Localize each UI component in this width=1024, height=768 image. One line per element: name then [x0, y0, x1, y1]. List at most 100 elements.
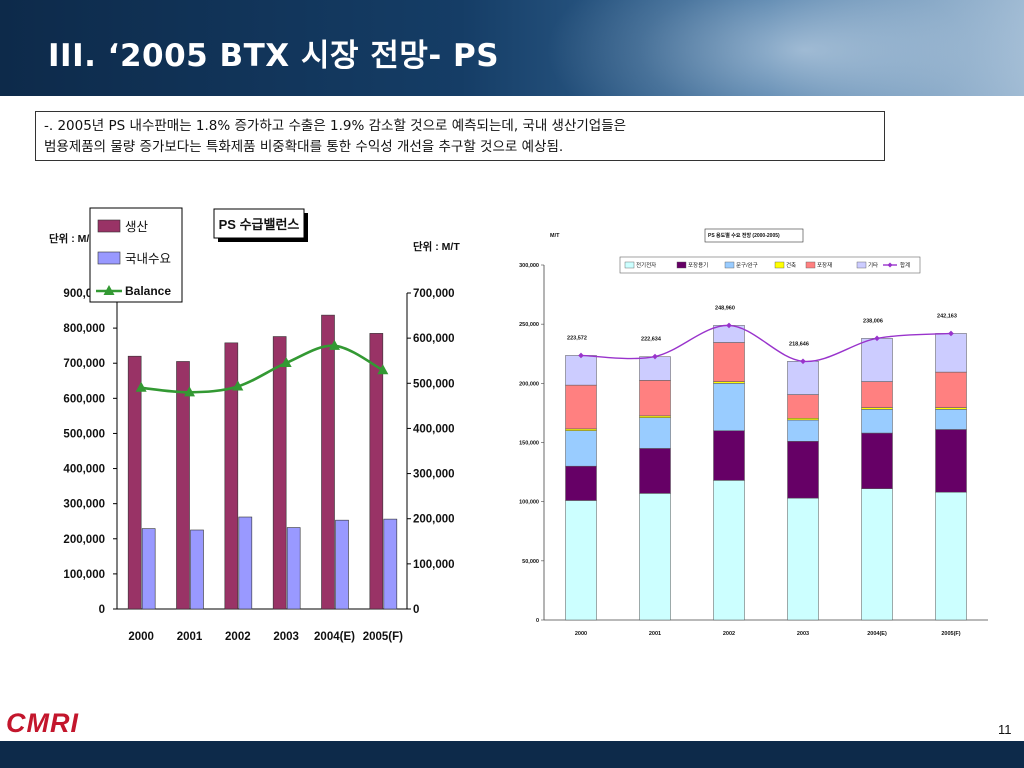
chart2-legend-swatch [724, 261, 735, 269]
legend-label-balance: Balance [125, 284, 171, 298]
total-data-label: 242,163 [937, 313, 957, 319]
stacked-segment-포장용기 [861, 432, 893, 489]
stacked-segment-포장용기 [787, 441, 819, 499]
supply-balance-chart: 단위 : M/T 단위 : M/T 0 100,000 200,000 300,000 40… [49, 207, 460, 643]
balance-marker [377, 364, 389, 375]
y-right-tick-label: 100,000 [413, 559, 455, 571]
chart2-y-tick-label: 250,000 [519, 322, 539, 328]
chart2-legend-label: 기타 [868, 261, 878, 269]
balance-marker [280, 356, 292, 367]
chart2-legend-swatch [805, 261, 816, 269]
total-data-label: 248,960 [715, 305, 735, 311]
stacked-segment-포장재 [935, 371, 967, 408]
chart2-x-tick-label: 2001 [649, 631, 661, 637]
legend-swatch-domestic [97, 251, 121, 265]
balance-marker [135, 381, 147, 392]
stacked-segment-포장용기 [565, 465, 597, 501]
stacked-segment-전기전자 [713, 480, 745, 621]
stacked-segment-전기전자 [639, 493, 671, 621]
stacked-segment-건축 [639, 415, 671, 418]
legend-swatch-balance-marker [103, 285, 115, 295]
balance-marker [232, 380, 244, 391]
footer-bar [0, 741, 1024, 768]
stacked-segment-문구/완구 [861, 409, 893, 434]
y-left-tick-label: 400,000 [63, 464, 105, 476]
unit-label-left: 단위 : M/T [49, 232, 96, 245]
usage-demand-chart: PS 용도별 수요 전망 (2000-2005) M/T 0 50,000 100,00… [519, 228, 988, 637]
chart2-x-tick-label: 2004(E) [867, 631, 887, 637]
chart2-x-tick-label: 2003 [797, 631, 809, 637]
slide-header: III. ‘2005 BTX 시장 전망- PS [0, 0, 1024, 96]
page-number: 11 [998, 722, 1012, 737]
chart2-legend-swatch [624, 261, 635, 269]
chart2-title: PS 용도별 수요 전망 (2000-2005) [708, 232, 780, 239]
y-left-tick-label: 300,000 [63, 499, 105, 511]
summary-line-2: 범용제품의 물량 증가보다는 특화제품 비중확대를 통한 수익성 개선을 추구할… [44, 139, 564, 155]
stacked-segment-포장재 [565, 384, 597, 430]
stacked-segment-전기전자 [787, 497, 819, 621]
stacked-segment-문구/완구 [935, 409, 967, 430]
domestic-demand-bar [335, 519, 349, 610]
production-bar [272, 336, 287, 610]
stacked-segment-문구/완구 [639, 417, 671, 449]
balance-marker [329, 339, 340, 350]
chart2-legend-label: 문구/완구 [736, 261, 758, 269]
total-line [580, 324, 952, 362]
production-bar [369, 333, 384, 610]
summary-line-1: -. 2005년 PS 내수판매는 1.8% 증가하고 수출은 1.9% 감소할… [44, 118, 627, 134]
stacked-segment-기타 [787, 361, 819, 395]
y-left-tick-label: 800,000 [63, 323, 105, 335]
chart2-y-tick-label: 200,000 [519, 381, 539, 387]
legend-swatch-production [97, 219, 121, 233]
chart2-x-tick-label: 2005(F) [941, 631, 960, 637]
stacked-segment-포장용기 [639, 448, 671, 494]
domestic-demand-bar [190, 529, 204, 610]
chart2-y-tick-label: 0 [536, 618, 539, 624]
chart2-legend-label: 포장용기 [688, 261, 708, 269]
total-marker [948, 330, 954, 337]
y-right-tick-label: 300,000 [413, 469, 455, 481]
total-marker [800, 358, 806, 365]
stacked-segment-포장재 [861, 381, 893, 408]
y-left-tick-label: 600,000 [63, 393, 105, 405]
chart2-x-tick-label: 2002 [723, 631, 735, 637]
y-right-tick-label: 0 [413, 604, 419, 616]
domestic-demand-bar [238, 516, 253, 610]
total-data-label: 222,634 [641, 337, 662, 343]
stacked-segment-건축 [861, 407, 893, 410]
y-right-tick-label: 600,000 [413, 333, 455, 345]
summary-box: -. 2005년 PS 내수판매는 1.8% 증가하고 수출은 1.9% 감소할… [35, 111, 885, 161]
stacked-segment-전기전자 [935, 491, 967, 621]
chart2-unit: M/T [550, 233, 560, 239]
title-box [213, 208, 305, 239]
production-bar [321, 314, 335, 610]
chart2-y-tick-label: 100,000 [519, 500, 539, 506]
y-left-tick-label: 500,000 [63, 428, 105, 440]
chart1-title: PS 수급밸런스 [219, 217, 300, 232]
chart2-legend-swatch [676, 261, 687, 269]
stacked-segment-포장용기 [713, 430, 745, 481]
chart2-legend-marker-total [887, 262, 893, 268]
balance-marker [184, 386, 195, 397]
legend-label-domestic: 국내수요 [125, 252, 171, 266]
x-tick-label: 2002 [225, 631, 251, 643]
chart2-legend-label: 전기전자 [636, 261, 656, 269]
legend-label-production: 생산 [125, 220, 149, 234]
chart2-y-tick-label: 300,000 [519, 263, 539, 269]
x-tick-label: 2003 [273, 631, 299, 643]
total-data-label: 238,006 [863, 318, 883, 324]
domestic-demand-bar [286, 527, 301, 610]
stacked-segment-기타 [639, 356, 671, 381]
stacked-segment-문구/완구 [787, 419, 819, 442]
y-right-tick-label: 500,000 [413, 378, 455, 390]
total-data-label: 218,646 [789, 341, 809, 347]
y-right-tick-label: 400,000 [413, 423, 455, 435]
x-tick-label: 2005(F) [363, 631, 403, 643]
stacked-segment-건축 [565, 428, 597, 431]
y-left-tick-label: 700,000 [63, 358, 105, 370]
chart2-y-tick-label: 150,000 [519, 441, 539, 447]
chart2-x-tick-label: 2000 [575, 631, 587, 637]
chart2-legend-swatch [856, 261, 867, 269]
stacked-segment-포장재 [713, 342, 745, 382]
stacked-segment-포장재 [639, 380, 671, 417]
